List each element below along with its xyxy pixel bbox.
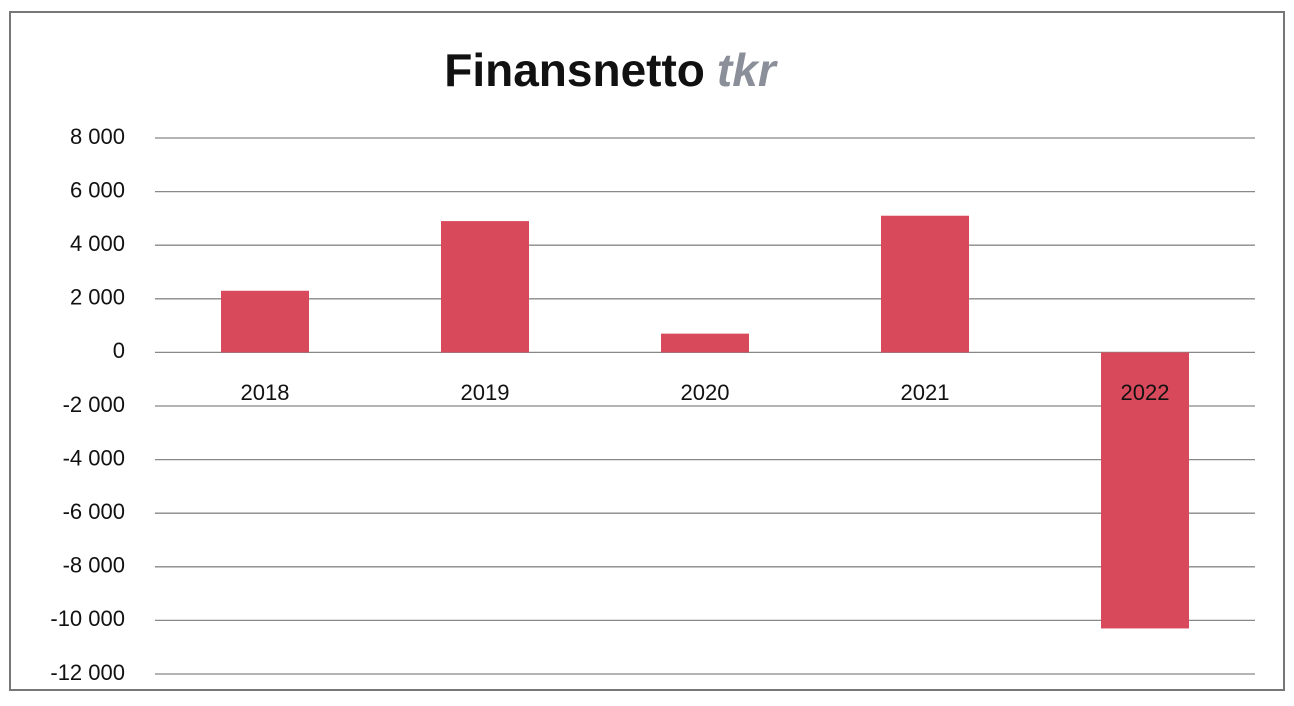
chart-title: Finansnetto tkr	[444, 44, 778, 96]
y-tick-label: 2 000	[70, 285, 125, 310]
x-tick-label: 2018	[241, 380, 290, 405]
x-tick-label: 2019	[461, 380, 510, 405]
y-tick-label: -8 000	[63, 553, 125, 578]
bar	[661, 333, 749, 353]
y-tick-label: -6 000	[63, 499, 125, 524]
bar	[881, 215, 969, 353]
bar	[1101, 352, 1189, 629]
x-tick-label: 2020	[681, 380, 730, 405]
y-tick-label: -10 000	[50, 606, 125, 631]
y-tick-label: 0	[113, 338, 125, 363]
y-tick-label: 4 000	[70, 231, 125, 256]
bar	[221, 290, 309, 353]
x-tick-label: 2021	[901, 380, 950, 405]
y-tick-label: -4 000	[63, 445, 125, 470]
title-unit: tkr	[717, 44, 778, 96]
x-tick-label: 2022	[1121, 380, 1170, 405]
y-tick-label: -12 000	[50, 660, 125, 685]
chart-border	[9, 11, 1285, 691]
bar	[441, 221, 529, 353]
title-text: Finansnetto	[444, 44, 705, 96]
y-tick-label: 8 000	[70, 124, 125, 149]
y-tick-label: 6 000	[70, 177, 125, 202]
y-tick-label: -2 000	[63, 392, 125, 417]
